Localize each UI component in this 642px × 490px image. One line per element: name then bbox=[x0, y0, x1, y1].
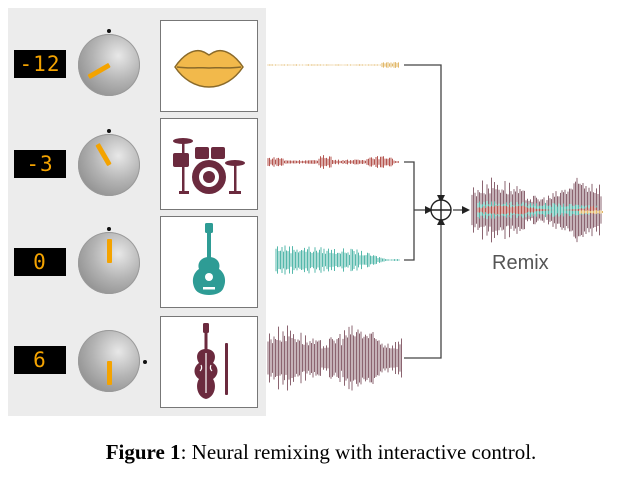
drum-kit-icon bbox=[173, 138, 245, 194]
waveform-vocals bbox=[267, 62, 399, 68]
waveform-strings bbox=[267, 325, 402, 391]
arrowhead bbox=[437, 217, 445, 225]
signal-flow-diagram bbox=[267, 62, 603, 391]
gain-readout-guitar: 0 bbox=[14, 248, 66, 276]
arrowhead bbox=[425, 206, 433, 214]
guitar-icon-box bbox=[160, 216, 258, 308]
arrowhead bbox=[462, 206, 470, 214]
wire-vocals bbox=[404, 64, 442, 198]
lips-icon bbox=[174, 49, 244, 88]
gain-readout-strings: 6 bbox=[14, 346, 66, 374]
wire-strings bbox=[404, 222, 442, 359]
caption-text: : Neural remixing with interactive contr… bbox=[180, 440, 537, 464]
gain-knob-guitar[interactable] bbox=[78, 232, 140, 294]
gain-readout-drums: -3 bbox=[14, 150, 66, 178]
gain-knob-strings[interactable] bbox=[78, 330, 140, 392]
waveform-guitar bbox=[275, 245, 400, 275]
remix-label: Remix bbox=[492, 252, 549, 274]
drums-icon-box bbox=[160, 118, 258, 210]
waveform-remix-drums bbox=[477, 204, 597, 216]
strings-icon-box bbox=[160, 316, 258, 408]
knob-reference-dot bbox=[107, 227, 111, 231]
guitar-icon bbox=[192, 223, 226, 295]
waveform-drums bbox=[267, 155, 399, 169]
violin-icon bbox=[194, 323, 228, 399]
figure-caption: Figure 1: Neural remixing with interacti… bbox=[0, 440, 642, 465]
knob-pointer bbox=[106, 239, 112, 263]
caption-label: Figure 1 bbox=[105, 440, 181, 464]
arrowhead bbox=[437, 195, 445, 203]
gain-knob-drums[interactable] bbox=[78, 134, 140, 196]
wire-drums bbox=[404, 161, 415, 210]
knob-reference-dot bbox=[143, 360, 147, 364]
knob-reference-dot bbox=[107, 129, 111, 133]
gain-readout-vocals: -12 bbox=[14, 50, 66, 78]
vocals-icon-box bbox=[160, 20, 258, 112]
gain-knob-vocals[interactable] bbox=[78, 34, 140, 96]
waveform-remix-vocals bbox=[579, 210, 603, 214]
wire-guitar bbox=[404, 210, 415, 261]
knob-reference-dot bbox=[107, 29, 111, 33]
figure: -12 -3 bbox=[8, 8, 603, 416]
